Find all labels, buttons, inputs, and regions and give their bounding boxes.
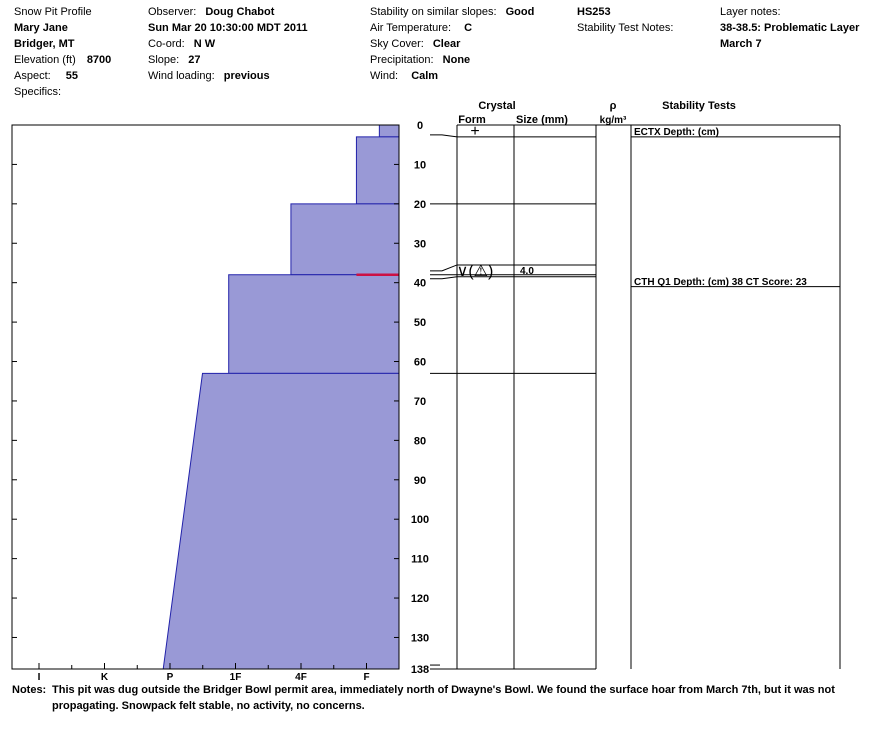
stability-row: Stability on similar slopes: Good bbox=[370, 5, 534, 19]
hardness-layer-4 bbox=[228, 274, 400, 374]
precip-value: None bbox=[442, 54, 471, 66]
layer-table: + ∨(⚠) 4.0 ECTX Depth: (cm) CTH Q1 Depth: (c… bbox=[430, 123, 841, 670]
depth-tick-label: 100 bbox=[411, 514, 429, 526]
depth-tick-label: 80 bbox=[414, 435, 426, 447]
depth-tick-label: 60 bbox=[414, 357, 426, 369]
layer-notes-label: Layer notes: bbox=[720, 6, 781, 18]
wind-label: Wind: bbox=[370, 70, 399, 82]
crystal-size-2: 4.0 bbox=[520, 266, 534, 277]
aspect-label: Aspect: bbox=[14, 70, 51, 82]
stability-tests-header: Stability Tests bbox=[662, 100, 736, 112]
layer-boundary bbox=[430, 276, 596, 280]
hardness-tick-label: 1F bbox=[230, 672, 242, 680]
precip-row: Precipitation: None bbox=[370, 53, 470, 67]
hardness-frame bbox=[11, 124, 400, 670]
hardness-plot-border bbox=[11, 124, 400, 670]
hardness-profile bbox=[162, 124, 400, 670]
depth-tick-label: 20 bbox=[414, 199, 426, 211]
observer-row: Observer: Doug Chabot bbox=[148, 5, 274, 19]
depth-tick-label: 30 bbox=[414, 238, 426, 250]
snow-pit-diagram: Crystal Form Size (mm) ρ kg/m³ Stability… bbox=[11, 100, 841, 680]
hardness-tick-label: 4F bbox=[295, 672, 307, 680]
wind-loading-row: Wind loading: previous bbox=[148, 69, 270, 83]
notes-label: Notes: bbox=[12, 684, 47, 696]
layer-boundary bbox=[430, 134, 596, 138]
coord-label: Co-ord: bbox=[148, 38, 185, 50]
hardness-tick-label: F bbox=[363, 672, 369, 680]
sky-label: Sky Cover: bbox=[370, 38, 424, 50]
hardness-layer-3 bbox=[290, 203, 400, 276]
hardness-tick-label: K bbox=[101, 672, 109, 680]
density-header: ρ bbox=[610, 100, 617, 112]
wind-row: Wind: Calm bbox=[370, 69, 438, 83]
stability-test-2: CTH Q1 Depth: (cm) 38 CT Score: 23 bbox=[634, 277, 807, 288]
hardness-axis: I K P 1F 4F F bbox=[38, 663, 370, 680]
depth-tick-label: 130 bbox=[411, 632, 429, 644]
slope-value: 27 bbox=[188, 54, 201, 66]
depth-tick-label: 90 bbox=[414, 475, 426, 487]
page-title: Snow Pit Profile bbox=[14, 6, 92, 18]
air-temp-value: C bbox=[464, 22, 473, 34]
density-unit: kg/m³ bbox=[600, 115, 627, 126]
observer-label: Observer: bbox=[148, 6, 197, 18]
coord-value: N W bbox=[193, 38, 216, 50]
stability-notes-label: Stability Test Notes: bbox=[577, 22, 674, 34]
hardness-tick-label: P bbox=[167, 672, 174, 680]
elevation-row: Elevation (ft) 8700 bbox=[14, 53, 111, 67]
observer-value: Doug Chabot bbox=[205, 6, 275, 18]
stability-value: Good bbox=[505, 6, 535, 18]
depth-axis: 0 10 20 30 40 50 60 70 80 90 100 110 120 130 138 bbox=[12, 120, 429, 676]
precip-label: Precipitation: bbox=[370, 54, 434, 66]
elevation-label: Elevation (ft) bbox=[14, 54, 76, 66]
sky-row: Sky Cover: Clear bbox=[370, 37, 460, 51]
slope-label: Slope: bbox=[148, 54, 180, 66]
pit-datetime: Sun Mar 20 10:30:00 MDT 2011 bbox=[148, 22, 308, 34]
depth-tick-label: 120 bbox=[411, 593, 429, 605]
crystal-header: Crystal bbox=[478, 100, 515, 112]
depth-tick-label: 138 bbox=[411, 664, 429, 676]
sky-value: Clear bbox=[432, 38, 461, 50]
notes-line-2: propagating. Snowpack felt stable, no ac… bbox=[52, 700, 365, 712]
slope-row: Slope: 27 bbox=[148, 53, 201, 67]
hardness-layer-2 bbox=[355, 136, 400, 205]
layer-boundary bbox=[430, 264, 596, 272]
depth-tick-label: 0 bbox=[417, 120, 423, 132]
stability-test-1: ECTX Depth: (cm) bbox=[634, 127, 719, 138]
air-temp-row: Air Temperature: C bbox=[370, 21, 472, 35]
pit-notes: Notes: This pit was dug outside the Bridg… bbox=[12, 682, 872, 714]
wind-loading-value: previous bbox=[223, 70, 270, 82]
crystal-form-symbol-1: + bbox=[470, 123, 479, 140]
hs-value: HS253 bbox=[577, 6, 611, 18]
hardness-layer-1 bbox=[378, 124, 400, 138]
wind-value: Calm bbox=[411, 70, 439, 82]
form-header: Form bbox=[458, 114, 486, 126]
elevation-value: 8700 bbox=[86, 54, 112, 66]
size-header: Size (mm) bbox=[516, 114, 568, 126]
stability-label: Stability on similar slopes: bbox=[370, 6, 497, 18]
wind-loading-label: Wind loading: bbox=[148, 70, 215, 82]
depth-tick-label: 10 bbox=[414, 159, 426, 171]
hardness-layer-5 bbox=[162, 372, 400, 670]
aspect-value: 55 bbox=[65, 70, 78, 82]
pit-location: Bridger, MT bbox=[14, 38, 75, 50]
hardness-tick-label: I bbox=[38, 672, 41, 680]
crystal-form-symbol-2: ∨(⚠) bbox=[457, 263, 494, 280]
depth-tick-label: 70 bbox=[414, 396, 426, 408]
coord-row: Co-ord: N W bbox=[148, 37, 215, 51]
depth-tick-label: 50 bbox=[414, 317, 426, 329]
layer-note-2: March 7 bbox=[720, 38, 762, 50]
notes-line-1: This pit was dug outside the Bridger Bow… bbox=[52, 684, 835, 696]
air-temp-label: Air Temperature: bbox=[370, 22, 452, 34]
layer-note-1: 38-38.5: Problematic Layer bbox=[720, 22, 860, 34]
pit-name: Mary Jane bbox=[14, 22, 68, 34]
aspect-row: Aspect: 55 bbox=[14, 69, 78, 83]
specifics-label: Specifics: bbox=[14, 86, 62, 98]
depth-tick-label: 40 bbox=[414, 278, 426, 290]
depth-tick-label: 110 bbox=[411, 554, 429, 566]
